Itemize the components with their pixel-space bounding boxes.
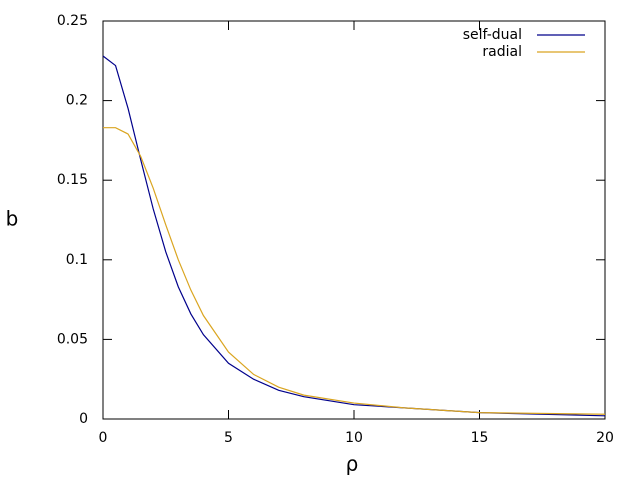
y-tick-label: 0.2 [66, 93, 88, 109]
legend-label: radial [482, 44, 522, 60]
x-axis-title: ρ [346, 452, 359, 476]
y-axis-title: b [6, 207, 19, 231]
line-series [103, 127, 606, 415]
x-tick-label: 5 [224, 430, 233, 446]
line-series [102, 55, 606, 417]
y-tick-label: 0 [79, 411, 88, 427]
y-tick-label: 0.05 [57, 331, 88, 347]
x-tick-label: 20 [596, 430, 614, 446]
x-tick-label: 10 [345, 430, 363, 446]
y-tick-label: 0.25 [57, 13, 88, 29]
plot-border [102, 20, 606, 420]
y-tick-label: 0.1 [66, 252, 88, 268]
x-tick-label: 0 [99, 430, 108, 446]
x-tick-label: 15 [471, 430, 489, 446]
legend-label: self-dual [463, 27, 522, 43]
y-tick-label: 0.15 [57, 172, 88, 188]
